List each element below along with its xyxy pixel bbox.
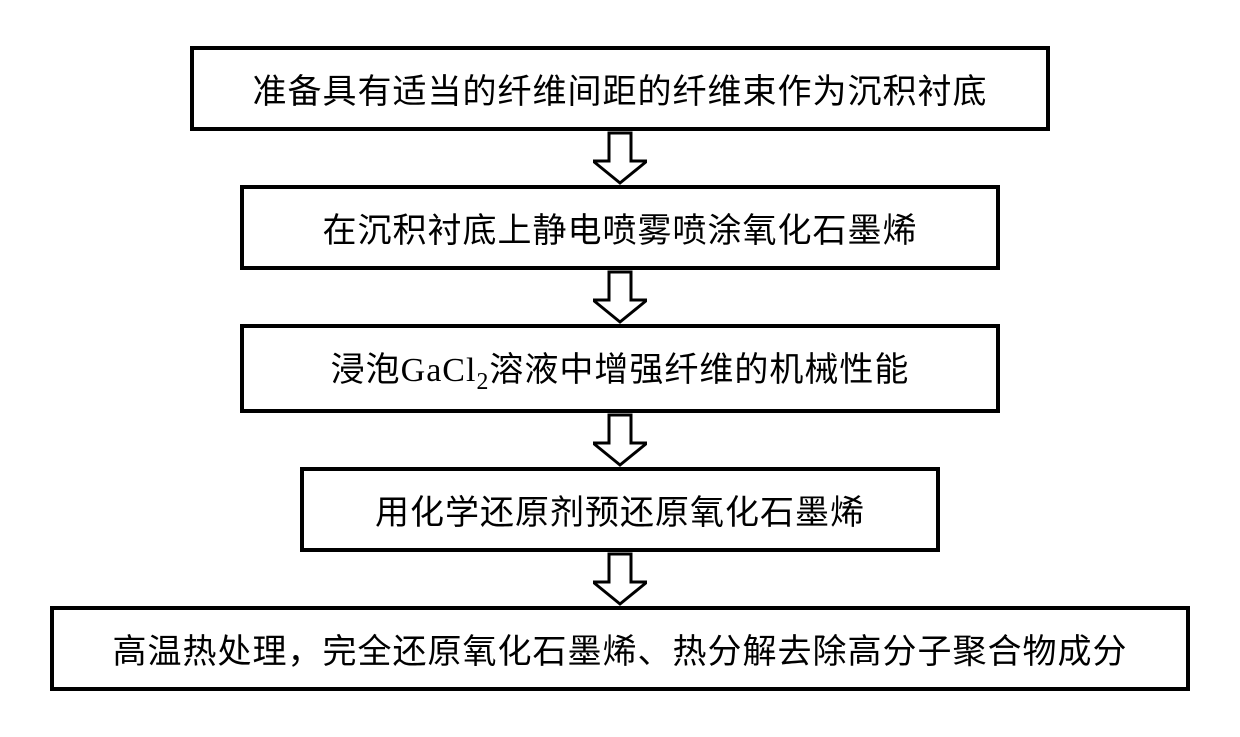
flow-step-label: 准备具有适当的纤维间距的纤维束作为沉积衬底 [253, 64, 988, 113]
flow-step-step5: 高温热处理，完全还原氧化石墨烯、热分解去除高分子聚合物成分 [50, 606, 1190, 691]
flow-step-label: 高温热处理，完全还原氧化石墨烯、热分解去除高分子聚合物成分 [113, 624, 1128, 673]
flow-arrow [593, 270, 647, 324]
flow-step-label: 在沉积衬底上静电喷雾喷涂氧化石墨烯 [323, 203, 918, 252]
flowchart-container: 准备具有适当的纤维间距的纤维束作为沉积衬底在沉积衬底上静电喷雾喷涂氧化石墨烯浸泡… [0, 26, 1240, 712]
flow-step-step3: 浸泡GaCl2溶液中增强纤维的机械性能 [240, 324, 1000, 414]
flow-arrow [593, 131, 647, 185]
flow-step-label: 用化学还原剂预还原氧化石墨烯 [375, 485, 865, 534]
flow-arrow [593, 413, 647, 467]
flow-step-step4: 用化学还原剂预还原氧化石墨烯 [300, 467, 940, 552]
flow-step-label: 浸泡GaCl2溶液中增强纤维的机械性能 [331, 342, 910, 396]
flow-step-step2: 在沉积衬底上静电喷雾喷涂氧化石墨烯 [240, 185, 1000, 270]
flow-arrow [593, 552, 647, 606]
flow-step-step1: 准备具有适当的纤维间距的纤维束作为沉积衬底 [190, 46, 1050, 131]
